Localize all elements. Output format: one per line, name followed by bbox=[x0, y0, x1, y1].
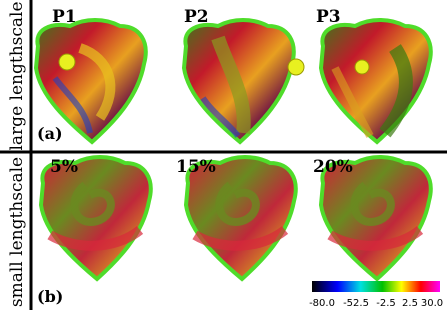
row-label: small lengthscale bbox=[7, 157, 27, 307]
panel-tag: (a) bbox=[37, 124, 63, 143]
heart-render bbox=[34, 18, 148, 144]
marker-sphere bbox=[287, 58, 305, 76]
heart-render bbox=[319, 18, 433, 144]
marker-sphere bbox=[354, 59, 370, 75]
panel-label: P3 bbox=[316, 7, 341, 27]
colorbar-label: 2.5 bbox=[402, 298, 418, 309]
heart-render bbox=[319, 155, 433, 281]
colorbar-label: -80.0 bbox=[309, 298, 335, 309]
heart-render bbox=[39, 155, 153, 281]
panel-label: 15% bbox=[176, 157, 216, 177]
heart-render bbox=[182, 18, 296, 144]
panel-label: P1 bbox=[52, 7, 77, 27]
panel-label: P2 bbox=[184, 7, 209, 27]
colorbar bbox=[312, 281, 440, 292]
marker-sphere bbox=[58, 53, 76, 71]
panel-tag: (b) bbox=[37, 287, 63, 306]
colorbar-label: -52.5 bbox=[343, 298, 369, 309]
colorbar-label: -2.5 bbox=[376, 298, 396, 309]
panel-label: 20% bbox=[313, 157, 353, 177]
heart-render bbox=[184, 155, 298, 281]
row-label: large lengthscale bbox=[7, 1, 27, 150]
panel-label: 5% bbox=[50, 157, 78, 177]
colorbar-label: 30.0 bbox=[421, 298, 443, 309]
